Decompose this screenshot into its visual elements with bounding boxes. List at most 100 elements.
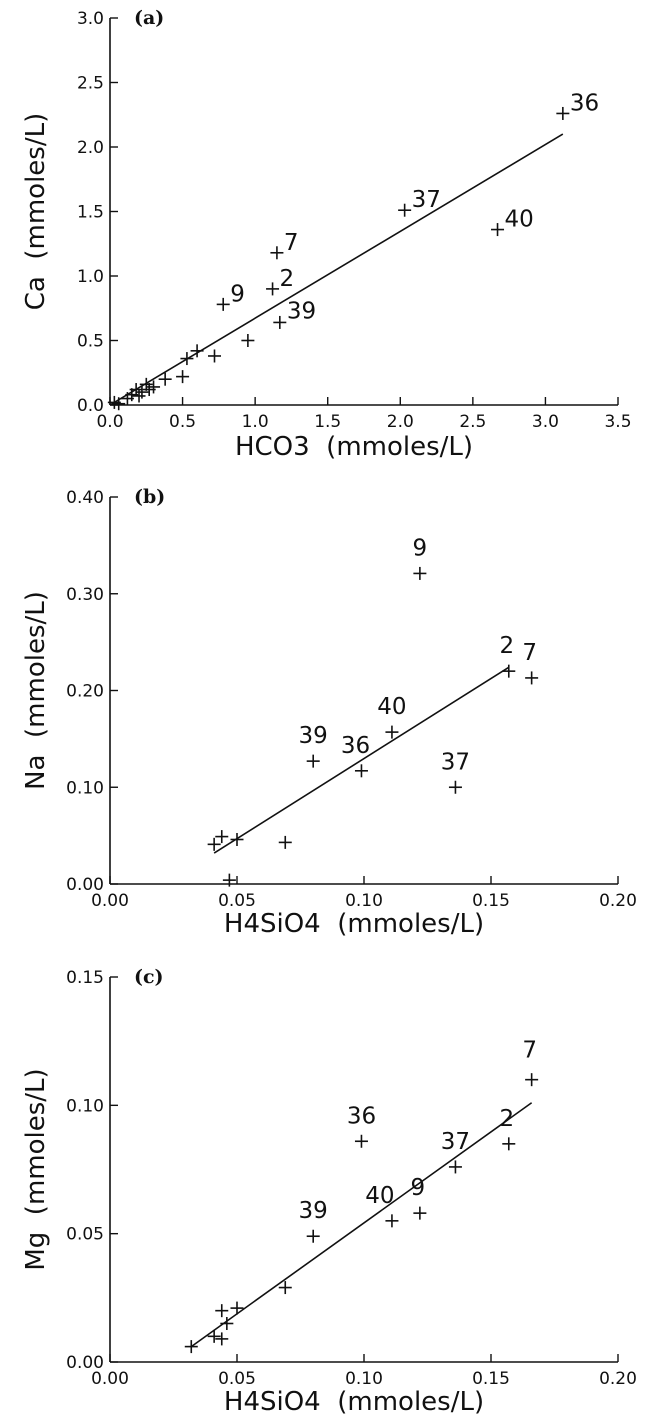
regression-line — [213, 666, 510, 854]
data-point — [241, 334, 255, 347]
panel-1: 0.0 0.5 1.0 1.5 2.0 2.5 3.0 3.5 0.0 0.5 1.0 1.5 2.0 2… — [21, 7, 632, 462]
data-point — [413, 566, 427, 580]
point-label: 37 — [441, 749, 470, 775]
y-tick-label: 0.0 — [77, 396, 104, 416]
data-point — [525, 671, 539, 685]
point-label: 2 — [499, 1106, 514, 1132]
data-point — [278, 1281, 292, 1295]
point-label: 2 — [280, 266, 295, 292]
y-tick-label: 0.40 — [66, 488, 104, 508]
data-point — [216, 297, 230, 311]
y-tick-label: 0.10 — [66, 1096, 104, 1116]
y-tick-label: 2.5 — [77, 74, 104, 94]
y-axis-title: Na (mmoles/L) — [21, 591, 51, 790]
y-tick-label: 0.05 — [66, 1225, 104, 1245]
y-tick-label: 1.5 — [77, 203, 104, 223]
data-point — [502, 664, 516, 678]
y-tick-label: 0.5 — [77, 332, 104, 352]
x-tick-label: 0.20 — [599, 1369, 637, 1389]
x-tick-label: 3.0 — [532, 412, 559, 432]
data-point — [208, 349, 222, 363]
data-point — [270, 246, 284, 260]
point-label: 7 — [522, 640, 537, 666]
point-label: 40 — [505, 207, 534, 233]
data-point — [491, 223, 505, 237]
point-label: 9 — [411, 1175, 426, 1201]
x-tick-label: 0.00 — [91, 891, 129, 911]
point-label: 36 — [570, 90, 599, 116]
y-tick-label: 0.30 — [66, 585, 104, 605]
data-point — [129, 383, 143, 397]
data-point — [220, 1317, 234, 1330]
data-point — [215, 1332, 229, 1346]
point-label: 9 — [230, 281, 245, 307]
data-point — [230, 832, 244, 846]
point-label: 36 — [341, 733, 370, 759]
x-tick-label: 0.00 — [91, 1369, 129, 1389]
x-tick-label: 0.05 — [218, 891, 256, 911]
data-point — [354, 1134, 368, 1148]
data-point — [158, 372, 172, 386]
data-point — [448, 780, 462, 794]
data-point — [112, 397, 126, 411]
data-point — [354, 764, 368, 778]
x-tick-label: 0.05 — [218, 1369, 256, 1389]
panel-label: (c) — [134, 966, 164, 988]
data-point — [184, 1340, 198, 1354]
y-tick-label: 0.20 — [66, 682, 104, 702]
y-tick-label: 0.00 — [66, 1353, 104, 1373]
point-label: 39 — [299, 1198, 328, 1224]
y-tick-label: 1.0 — [77, 267, 104, 287]
point-label: 40 — [377, 694, 406, 720]
data-point — [502, 1137, 516, 1151]
data-point — [147, 380, 161, 394]
data-point — [215, 1304, 229, 1318]
data-point — [273, 315, 287, 329]
data-point — [448, 1160, 462, 1174]
point-label: 2 — [499, 633, 514, 659]
regression-line — [109, 133, 564, 406]
x-tick-label: 0.10 — [345, 891, 383, 911]
data-point — [266, 282, 280, 296]
point-label: 40 — [365, 1183, 394, 1209]
point-label: 37 — [441, 1129, 470, 1155]
point-label: 9 — [413, 535, 428, 561]
data-point — [398, 203, 412, 217]
data-point — [180, 352, 194, 366]
x-tick-label: 0.15 — [472, 1369, 510, 1389]
x-axis-title: HCO3 (mmoles/L) — [235, 432, 473, 462]
point-label: 7 — [284, 230, 299, 256]
data-point — [135, 385, 149, 399]
x-tick-label: 0.10 — [345, 1369, 383, 1389]
x-tick-label: 2.5 — [459, 412, 486, 432]
y-tick-label: 0.00 — [66, 875, 104, 895]
data-point — [207, 837, 221, 851]
data-point — [413, 1206, 427, 1220]
x-tick-label: 1.5 — [314, 412, 341, 432]
data-point — [385, 725, 399, 739]
data-point — [385, 1214, 399, 1228]
panel-label: (a) — [134, 7, 164, 29]
data-point — [556, 106, 570, 120]
data-point — [190, 344, 204, 358]
point-label: 39 — [287, 298, 316, 324]
x-axis-title: H4SiO4 (mmoles/L) — [224, 909, 484, 939]
panel-3: 0.00 0.05 0.10 0.15 0.200.000.050.100.15H4Si… — [21, 966, 637, 1417]
regression-line — [190, 1102, 533, 1348]
y-tick-label: 2.0 — [77, 138, 104, 158]
data-point — [306, 1229, 320, 1243]
data-point — [222, 873, 236, 887]
y-tick-label: 3.0 — [77, 9, 104, 29]
point-label: 7 — [522, 1038, 537, 1064]
data-point — [278, 835, 292, 849]
x-tick-label: 0.15 — [472, 891, 510, 911]
data-point — [306, 754, 320, 768]
x-tick-label: 2.0 — [387, 412, 414, 432]
y-tick-label: 0.15 — [66, 968, 104, 988]
point-label: 37 — [412, 187, 441, 213]
point-label: 39 — [299, 723, 328, 749]
x-tick-label: 3.5 — [604, 412, 631, 432]
data-point — [525, 1073, 539, 1087]
data-point — [215, 830, 229, 844]
